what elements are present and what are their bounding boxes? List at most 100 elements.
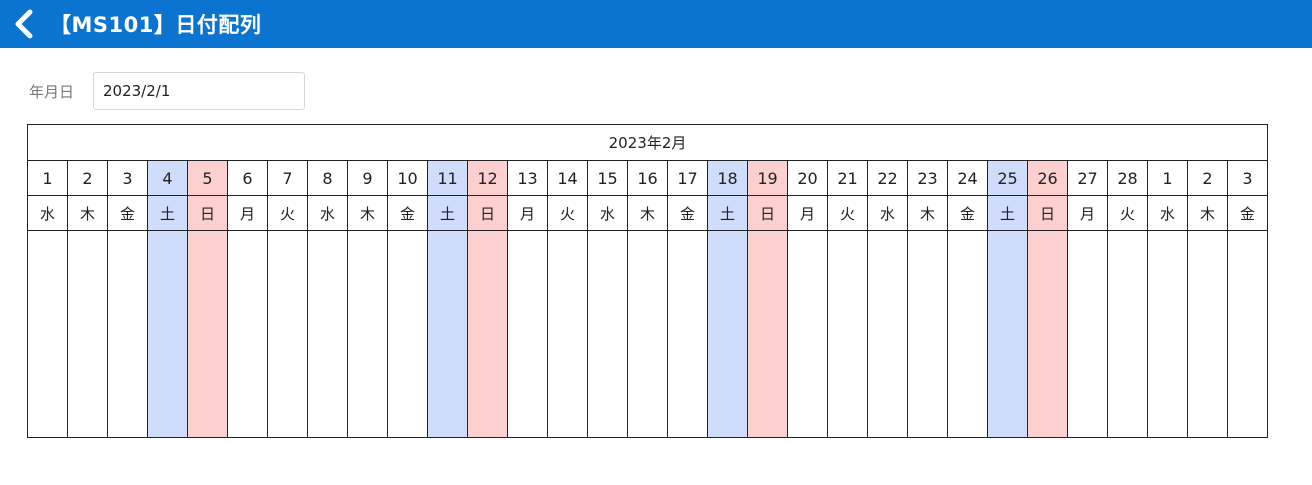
date-input[interactable]: [93, 72, 305, 110]
day-number-cell: 9: [347, 160, 388, 196]
month-title: 2023年2月: [27, 124, 1268, 161]
schedule-cell[interactable]: [507, 230, 548, 438]
weekday-cell: 土: [707, 195, 748, 231]
schedule-cell[interactable]: [787, 230, 828, 438]
weekday-cell: 土: [987, 195, 1028, 231]
weekday-cell: 日: [1027, 195, 1068, 231]
chevron-left-icon: [15, 9, 33, 39]
weekday-cell: 土: [427, 195, 468, 231]
schedule-cell[interactable]: [1147, 230, 1188, 438]
weekday-cell: 火: [1107, 195, 1148, 231]
weekday-cell: 水: [27, 195, 68, 231]
weekday-cell: 水: [307, 195, 348, 231]
page-title: 【MS101】日付配列: [50, 13, 262, 37]
schedule-cell[interactable]: [147, 230, 188, 438]
schedule-cell[interactable]: [907, 230, 948, 438]
weekday-cell: 木: [627, 195, 668, 231]
schedule-row: [27, 230, 1268, 438]
schedule-cell[interactable]: [67, 230, 108, 438]
weekday-cell: 火: [827, 195, 868, 231]
schedule-cell[interactable]: [1067, 230, 1108, 438]
weekday-cell: 木: [907, 195, 948, 231]
schedule-cell[interactable]: [347, 230, 388, 438]
weekday-row: 水木金土日月火水木金土日月火水木金土日月火水木金土日月火水木金: [27, 195, 1268, 231]
schedule-cell[interactable]: [1187, 230, 1228, 438]
day-number-cell: 7: [267, 160, 308, 196]
app-header: 【MS101】日付配列: [0, 0, 1312, 48]
weekday-cell: 月: [507, 195, 548, 231]
weekday-cell: 火: [267, 195, 308, 231]
weekday-cell: 火: [547, 195, 588, 231]
schedule-cell[interactable]: [987, 230, 1028, 438]
day-number-cell: 17: [667, 160, 708, 196]
calendar-table: 2023年2月 1 2 3 4 5 6 7 8 9 10 11 12 13 14 15 16 17 18 19 20 2…: [27, 124, 1268, 438]
schedule-cell[interactable]: [307, 230, 348, 438]
schedule-cell[interactable]: [1027, 230, 1068, 438]
day-number-cell: 22: [867, 160, 908, 196]
schedule-cell[interactable]: [267, 230, 308, 438]
date-filter: 年月日: [29, 72, 305, 110]
weekday-cell: 木: [67, 195, 108, 231]
day-number-cell: 4: [147, 160, 188, 196]
day-number-cell: 1: [27, 160, 68, 196]
schedule-cell[interactable]: [667, 230, 708, 438]
day-number-cell: 27: [1067, 160, 1108, 196]
weekday-cell: 日: [747, 195, 788, 231]
day-number-cell: 3: [107, 160, 148, 196]
weekday-cell: 月: [787, 195, 828, 231]
weekday-cell: 日: [467, 195, 508, 231]
schedule-cell[interactable]: [587, 230, 628, 438]
day-number-cell: 19: [747, 160, 788, 196]
day-number-cell: 10: [387, 160, 428, 196]
day-number-row: 1 2 3 4 5 6 7 8 9 10 11 12 13 14 15 16 17 18 19 20 21 22 23 24 2…: [27, 160, 1268, 196]
day-number-cell: 28: [1107, 160, 1148, 196]
day-number-cell: 25: [987, 160, 1028, 196]
weekday-cell: 金: [387, 195, 428, 231]
weekday-cell: 水: [587, 195, 628, 231]
day-number-cell: 24: [947, 160, 988, 196]
weekday-cell: 金: [947, 195, 988, 231]
day-number-cell: 2: [67, 160, 108, 196]
weekday-cell: 金: [107, 195, 148, 231]
day-number-cell: 20: [787, 160, 828, 196]
day-number-cell: 15: [587, 160, 628, 196]
day-number-cell: 23: [907, 160, 948, 196]
schedule-cell[interactable]: [867, 230, 908, 438]
weekday-cell: 金: [667, 195, 708, 231]
schedule-cell[interactable]: [107, 230, 148, 438]
weekday-cell: 土: [147, 195, 188, 231]
schedule-cell[interactable]: [27, 230, 68, 438]
weekday-cell: 月: [227, 195, 268, 231]
day-number-cell: 13: [507, 160, 548, 196]
schedule-cell[interactable]: [947, 230, 988, 438]
schedule-cell[interactable]: [227, 230, 268, 438]
day-number-cell: 16: [627, 160, 668, 196]
schedule-cell[interactable]: [707, 230, 748, 438]
day-number-cell: 6: [227, 160, 268, 196]
schedule-cell[interactable]: [187, 230, 228, 438]
day-number-cell: 2: [1187, 160, 1228, 196]
schedule-cell[interactable]: [827, 230, 868, 438]
day-number-cell: 26: [1027, 160, 1068, 196]
weekday-cell: 水: [1147, 195, 1188, 231]
back-button[interactable]: [0, 0, 48, 48]
schedule-cell[interactable]: [1107, 230, 1148, 438]
schedule-cell[interactable]: [427, 230, 468, 438]
schedule-cell[interactable]: [627, 230, 668, 438]
weekday-cell: 金: [1227, 195, 1268, 231]
date-field-label: 年月日: [29, 82, 75, 101]
weekday-cell: 水: [867, 195, 908, 231]
weekday-cell: 月: [1067, 195, 1108, 231]
day-number-cell: 5: [187, 160, 228, 196]
schedule-cell[interactable]: [547, 230, 588, 438]
day-number-cell: 14: [547, 160, 588, 196]
weekday-cell: 日: [187, 195, 228, 231]
schedule-cell[interactable]: [747, 230, 788, 438]
day-number-cell: 3: [1227, 160, 1268, 196]
weekday-cell: 木: [1187, 195, 1228, 231]
day-number-cell: 1: [1147, 160, 1188, 196]
schedule-cell[interactable]: [1227, 230, 1268, 438]
schedule-cell[interactable]: [467, 230, 508, 438]
schedule-cell[interactable]: [387, 230, 428, 438]
day-number-cell: 12: [467, 160, 508, 196]
